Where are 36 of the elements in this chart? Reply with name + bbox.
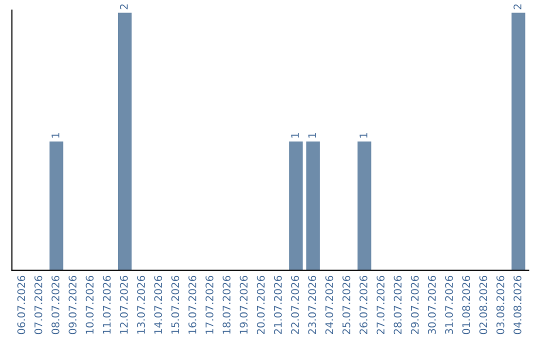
x-tick-label: 29.07.2026 bbox=[410, 276, 419, 334]
x-tick-label: 23.07.2026 bbox=[308, 276, 316, 334]
x-tick-label: 03.08.2026 bbox=[496, 276, 504, 334]
data-label: 2 bbox=[120, 4, 128, 10]
x-tick-label: 30.07.2026 bbox=[428, 276, 436, 334]
x-tick-label: 01.08.2026 bbox=[462, 276, 470, 334]
x-tick-label: 28.07.2026 bbox=[394, 276, 402, 334]
x-tick-label: 07.07.2026 bbox=[34, 276, 42, 334]
x-tick-label: 21.07.2026 bbox=[274, 276, 282, 334]
x-tick-label: 10.07.2026 bbox=[86, 276, 94, 334]
x-tick-label: 20.07.2026 bbox=[256, 276, 265, 334]
x-tick-label: 31.07.2026 bbox=[445, 276, 453, 334]
x-tick-label: 27.07.2026 bbox=[376, 276, 385, 334]
x-tick-label: 04.08.2026 bbox=[514, 276, 522, 334]
x-tick-label: 15.07.2026 bbox=[171, 276, 180, 334]
x-tick-label: 17.07.2026 bbox=[206, 276, 214, 334]
x-tick-label: 22.07.2026 bbox=[291, 276, 299, 334]
x-tick-label: 19.07.2026 bbox=[240, 276, 248, 334]
x-tick-label: 11.07.2026 bbox=[102, 276, 111, 334]
x-tick-label: 09.07.2026 bbox=[68, 276, 77, 334]
data-label: 1 bbox=[308, 133, 316, 138]
x-tick-label: 25.07.2026 bbox=[342, 276, 350, 334]
x-tick-label: 18.07.2026 bbox=[222, 276, 231, 334]
x-tick-label: 06.07.2026 bbox=[17, 276, 26, 334]
x-tick-label: 02.08.2026 bbox=[479, 276, 488, 334]
data-label: 1 bbox=[360, 133, 368, 138]
x-tick-label: 26.07.2026 bbox=[360, 276, 368, 334]
x-tick-label: 24.07.2026 bbox=[325, 276, 334, 334]
data-label: 1 bbox=[291, 133, 299, 138]
data-label: 2 bbox=[514, 4, 522, 10]
x-tick-label: 08.07.2026 bbox=[52, 276, 60, 334]
x-tick-label: 16.07.2026 bbox=[188, 276, 196, 334]
x-tick-label: 14.07.2026 bbox=[154, 276, 162, 334]
x-tick-label: 13.07.2026 bbox=[137, 276, 145, 334]
data-label: 1 bbox=[52, 133, 60, 138]
x-tick-label: 12.07.2026 bbox=[120, 276, 128, 334]
